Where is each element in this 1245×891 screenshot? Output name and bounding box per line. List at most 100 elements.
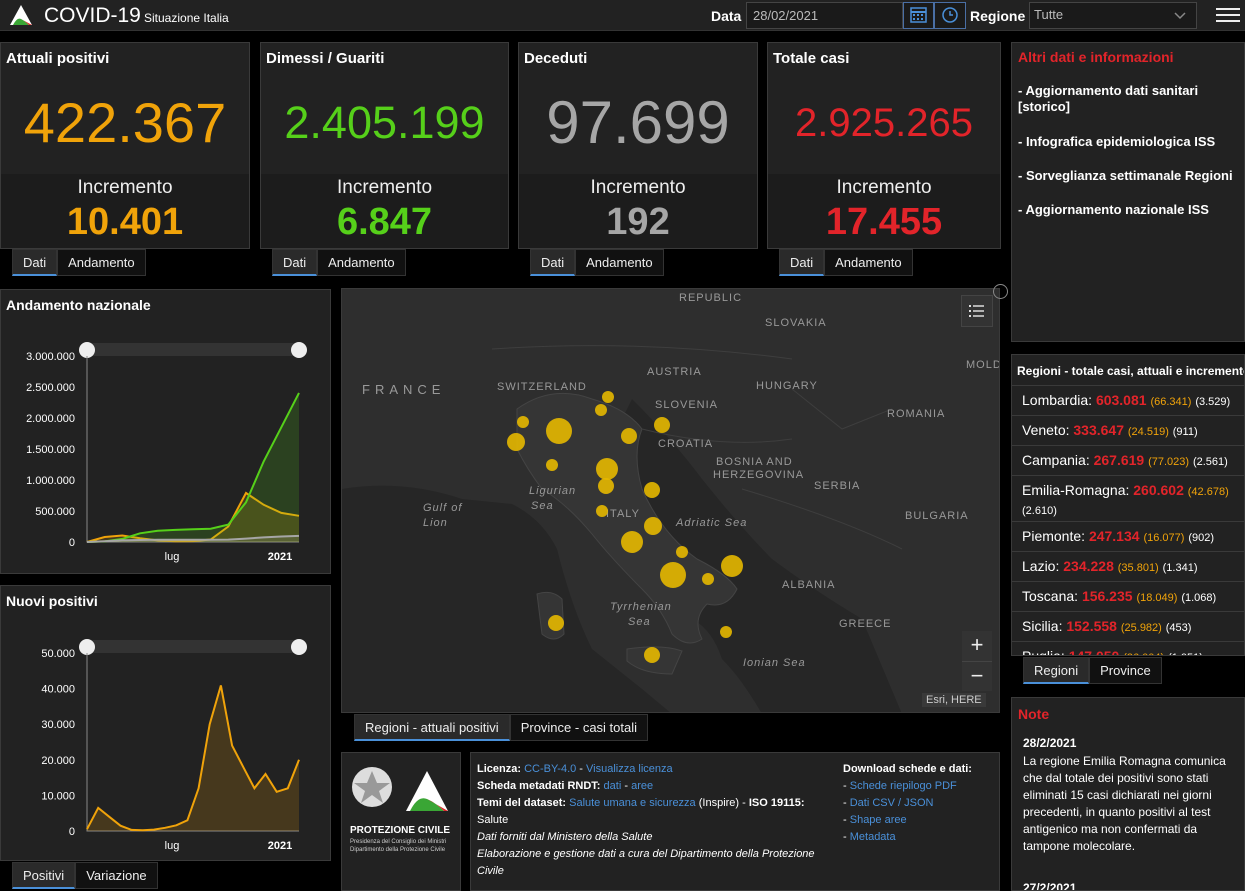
region-bubble[interactable] xyxy=(598,478,614,494)
temi-line: Temi del dataset: Salute umana e sicurez… xyxy=(477,797,805,809)
region-row[interactable]: Campania: 267.619 (77.023) (2.561) xyxy=(1012,445,1244,477)
calendar-button[interactable] xyxy=(903,2,934,29)
tab-regioni[interactable]: Regioni xyxy=(1023,657,1090,684)
map-basemap xyxy=(342,289,999,712)
map-view[interactable]: REPUBLIC SLOVAKIA AUSTRIA HUNGARY SWITZERLAN… xyxy=(341,288,1000,713)
region-bubble[interactable] xyxy=(546,459,558,471)
tab-dati[interactable]: Dati xyxy=(272,249,318,276)
iso-value: Salute xyxy=(477,814,509,826)
region-bubble[interactable] xyxy=(546,418,572,444)
region-bubble[interactable] xyxy=(596,505,608,517)
region-row[interactable]: Toscana: 156.235 (18.049) (1.068) xyxy=(1012,581,1244,613)
map-label: ROMANIA xyxy=(887,408,946,420)
map-label: SWITZERLAND xyxy=(497,381,587,393)
visualizza-licenza-link[interactable]: Visualizza licenza xyxy=(586,763,673,775)
chart-title: Andamento nazionale xyxy=(6,297,151,313)
region-total: 260.602 xyxy=(1133,482,1184,498)
map-legend-button[interactable] xyxy=(961,295,993,327)
card-dimessi-guariti: Dimessi / Guariti 2.405.199 Incremento 6.… xyxy=(260,42,509,249)
region-bubble[interactable] xyxy=(621,428,637,444)
card-deceduti: Deceduti 97.699 Incremento 192 xyxy=(518,42,758,249)
card-title: Dimessi / Guariti xyxy=(266,50,385,67)
region-bubble[interactable] xyxy=(548,615,564,631)
series-line xyxy=(86,534,300,543)
info-link-sorveglianza[interactable]: - Sorveglianza settimanale Regioni xyxy=(1018,168,1233,183)
tick-label: 0 xyxy=(69,826,75,838)
range-slider-track[interactable] xyxy=(87,640,299,653)
region-bubble[interactable] xyxy=(644,647,660,663)
map-label: Adriatic Sea xyxy=(676,517,748,529)
region-bubble[interactable] xyxy=(720,626,732,638)
region-bubble[interactable] xyxy=(596,458,618,480)
region-bubble[interactable] xyxy=(644,482,660,498)
card-value: 2.405.199 xyxy=(284,97,485,148)
map-label: Ionian Sea xyxy=(743,657,806,669)
tab-province-casi[interactable]: Province - casi totali xyxy=(509,714,649,741)
range-slider-handle[interactable] xyxy=(291,639,307,655)
region-current: (16.077) xyxy=(1143,532,1185,544)
region-increment: (453) xyxy=(1165,622,1192,634)
rndt-dati-link[interactable]: dati xyxy=(603,780,622,792)
region-bubble[interactable] xyxy=(517,416,529,428)
info-link-iss[interactable]: - Aggiornamento nazionale ISS xyxy=(1018,202,1209,217)
region-row[interactable]: Piemonte: 247.134 (16.077) (902) xyxy=(1012,521,1244,553)
tab-variazione[interactable]: Variazione xyxy=(75,862,158,889)
info-link-infografica[interactable]: - Infografica epidemiologica ISS xyxy=(1018,134,1216,149)
rndt-aree-link[interactable]: aree xyxy=(631,780,654,792)
region-total: 156.235 xyxy=(1081,588,1133,604)
region-bubble[interactable] xyxy=(644,517,662,535)
region-current: (66.341) xyxy=(1150,396,1192,408)
hamburger-menu-icon[interactable] xyxy=(1216,4,1240,26)
map-label: CROATIA xyxy=(658,438,714,450)
licenza-link[interactable]: CC-BY-4.0 xyxy=(524,763,577,775)
tab-dati[interactable]: Dati xyxy=(779,249,825,276)
region-increment: (2.561) xyxy=(1192,456,1228,468)
tab-dati[interactable]: Dati xyxy=(530,249,576,276)
card-attuali-positivi: Attuali positivi 422.367 Incremento 10.40… xyxy=(0,42,250,249)
region-row[interactable]: Lombardia: 603.081 (66.341) (3.529) xyxy=(1012,385,1244,417)
region-row[interactable]: Veneto: 333.647 (24.519) (911) xyxy=(1012,415,1244,447)
region-bubble[interactable] xyxy=(654,417,670,433)
region-bubble[interactable] xyxy=(507,433,525,451)
region-row[interactable]: Sicilia: 152.558 (25.982) (453) xyxy=(1012,611,1244,643)
range-slider-handle[interactable] xyxy=(79,639,95,655)
date-input[interactable] xyxy=(746,2,903,29)
tab-dati[interactable]: Dati xyxy=(12,249,58,276)
region-row[interactable]: Lazio: 234.228 (35.801) (1.341) xyxy=(1012,551,1244,583)
region-bubble[interactable] xyxy=(702,573,714,585)
region-row[interactable]: Emilia-Romagna: 260.602 (42.678) (2.610) xyxy=(1012,475,1244,521)
app-title: COVID-19 xyxy=(44,4,141,27)
region-bubble[interactable] xyxy=(676,546,688,558)
region-bubble[interactable] xyxy=(721,555,743,577)
tab-province[interactable]: Province xyxy=(1089,657,1162,684)
zoom-out-button[interactable]: − xyxy=(962,661,992,691)
region-row[interactable]: Puglia: 147.050 (36.004) (1.051) xyxy=(1012,641,1244,655)
tick-label: lug xyxy=(165,840,180,852)
range-slider-track[interactable] xyxy=(87,343,299,356)
region-bubble[interactable] xyxy=(595,404,607,416)
tab-andamento[interactable]: Andamento xyxy=(317,249,406,276)
tab-andamento[interactable]: Andamento xyxy=(575,249,664,276)
axis-line xyxy=(86,653,299,832)
tab-positivi[interactable]: Positivi xyxy=(12,862,76,889)
map-label: Ligurian xyxy=(529,485,577,497)
region-bubble[interactable] xyxy=(602,391,614,403)
time-button[interactable] xyxy=(934,2,966,29)
card-value: 2.925.265 xyxy=(795,101,973,145)
tab-regioni-attuali[interactable]: Regioni - attuali positivi xyxy=(354,714,510,741)
range-slider-handle[interactable] xyxy=(79,342,95,358)
info-link-aggiornamento[interactable]: - Aggiornamento dati sanitari [storico] xyxy=(1018,83,1199,114)
range-slider-handle[interactable] xyxy=(291,342,307,358)
tab-andamento[interactable]: Andamento xyxy=(57,249,146,276)
zoom-in-button[interactable]: + xyxy=(962,631,992,661)
tab-andamento[interactable]: Andamento xyxy=(824,249,913,276)
download-title: Download schede e dati: xyxy=(843,763,972,775)
region-select[interactable]: Tutte xyxy=(1029,2,1197,29)
expand-icon[interactable] xyxy=(993,284,1008,299)
region-bubble[interactable] xyxy=(621,531,643,553)
card-title: Deceduti xyxy=(524,50,588,67)
region-current: (77.023) xyxy=(1148,456,1190,468)
temi-link[interactable]: Salute umana e sicurezza xyxy=(569,797,696,809)
region-bubble[interactable] xyxy=(660,562,686,588)
card-increment-label: Incremento xyxy=(77,177,173,198)
